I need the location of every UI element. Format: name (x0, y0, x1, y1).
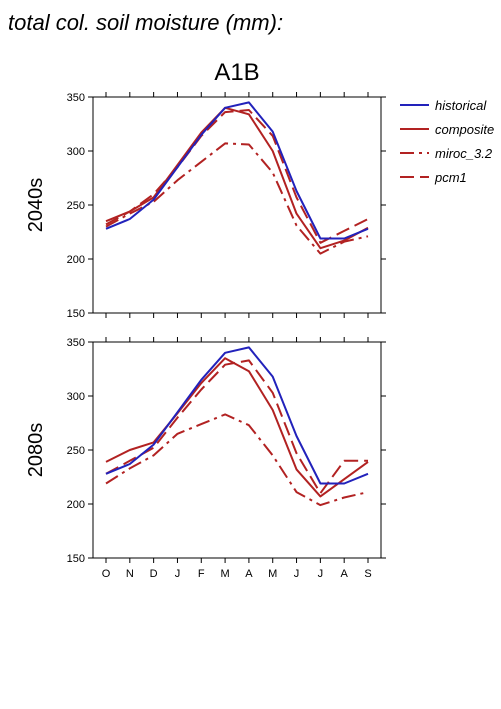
legend-item: composite (400, 122, 494, 137)
legend-item: miroc_3.2 (400, 146, 493, 161)
y-tick-label: 300 (67, 146, 85, 158)
x-tick-label: D (150, 568, 158, 580)
y-tick-label: 250 (67, 200, 85, 212)
legend-label: miroc_3.2 (435, 146, 493, 161)
row-label: 2040s (25, 178, 47, 233)
x-tick-label: J (294, 568, 300, 580)
legend-label: historical (435, 98, 487, 113)
series-line-composite (105, 357, 369, 498)
legend-label: pcm1 (434, 170, 467, 185)
plot-frame (92, 341, 382, 559)
series-line-historical (105, 346, 369, 485)
x-tick-label: J (318, 568, 324, 580)
plot-frame (92, 96, 382, 314)
panel-2080s: 150 200 250 300 350 O N D J F M A M J J A S 2080s (25, 337, 386, 580)
y-tick-label: 250 (67, 445, 85, 457)
legend-item: historical (400, 98, 487, 113)
x-tick-label: A (245, 568, 253, 580)
series-line-composite (105, 106, 369, 250)
scenario-title: A1B (214, 59, 259, 86)
panel-2040s: 150 200 250 300 350 2040s (25, 92, 386, 320)
y-tick-label: 150 (67, 553, 85, 565)
x-tick-label: O (102, 568, 111, 580)
y-tick-label: 200 (67, 499, 85, 511)
y-tick-label: 150 (67, 308, 85, 320)
y-tick-label: 350 (67, 92, 85, 104)
series-line-miroc-3-2 (105, 413, 369, 507)
legend: historical composite miroc_3.2 pcm1 (400, 98, 494, 185)
x-tick-label: F (198, 568, 205, 580)
x-tick-label: A (341, 568, 349, 580)
y-tick-label: 300 (67, 391, 85, 403)
y-tick-label: 350 (67, 337, 85, 349)
x-tick-label: S (364, 568, 371, 580)
figure-title: total col. soil moisture (mm): (8, 10, 283, 35)
x-tick-label: J (175, 568, 181, 580)
x-tick-label: M (268, 568, 277, 580)
series-line-miroc-3-2 (105, 142, 369, 255)
y-tick-label: 200 (67, 254, 85, 266)
row-label: 2080s (25, 423, 47, 478)
legend-label: composite (435, 122, 494, 137)
x-tick-label: M (221, 568, 230, 580)
series-line-historical (105, 101, 369, 240)
x-tick-label: N (126, 568, 134, 580)
chart-panels: 150 200 250 300 350 2040s 150 200 250 300 350 O N D J F… (25, 92, 386, 580)
series-line-pcm1 (105, 109, 369, 244)
series-line-pcm1 (105, 359, 368, 495)
legend-item: pcm1 (400, 170, 467, 185)
